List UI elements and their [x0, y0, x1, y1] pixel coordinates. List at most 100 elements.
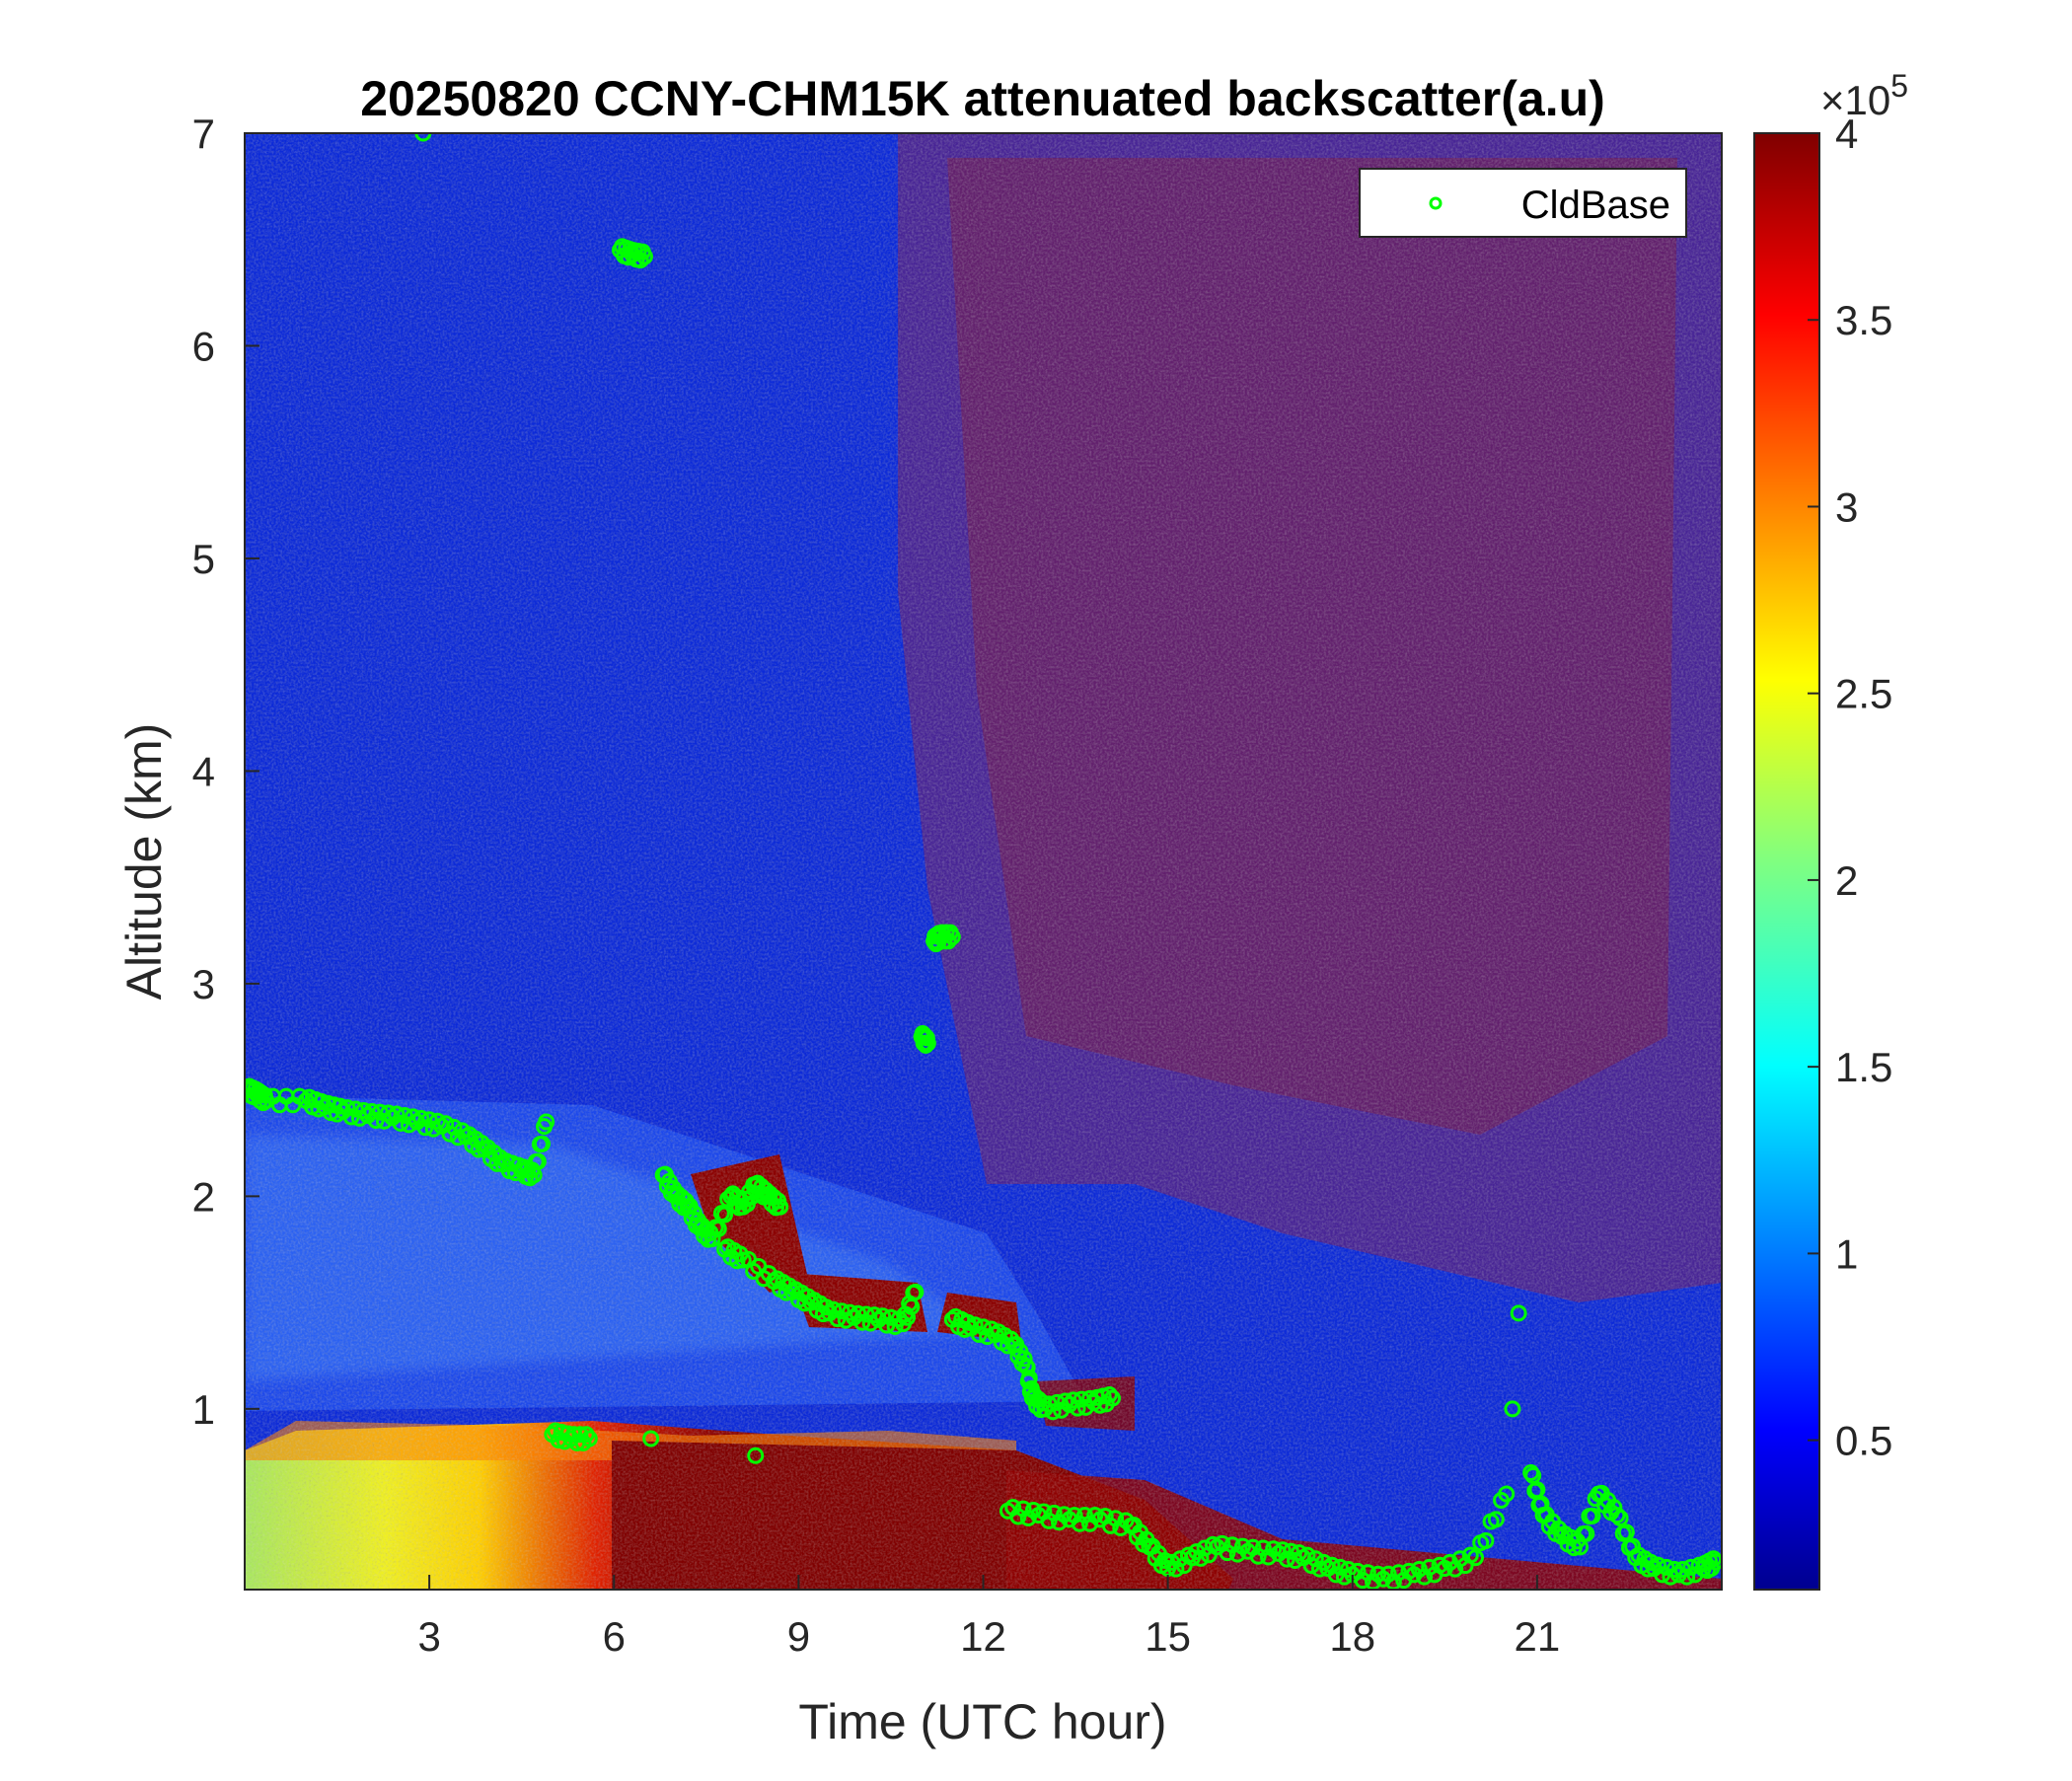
cldbase-marker [1504, 1400, 1521, 1418]
y-axis-label: Altitude (km) [116, 723, 172, 1001]
cldbase-marker [1578, 1524, 1595, 1542]
cldbase-marker [907, 1283, 925, 1300]
colorbar-tick-label: 3 [1835, 483, 1858, 530]
y-tick-label: 7 [192, 111, 215, 157]
cldbase-marker [1274, 1541, 1292, 1559]
cldbase-marker [388, 1105, 406, 1123]
x-axis-ticks: 3 6 9 12 15 18 21 [417, 1575, 1560, 1660]
x-tick-label: 6 [603, 1613, 626, 1660]
cldbase-marker [412, 1109, 430, 1127]
colorbar-exponent: ×105 [1820, 68, 1908, 123]
y-tick-label: 5 [192, 536, 215, 582]
cldbase-marker [1467, 1549, 1484, 1567]
x-tick-label: 12 [960, 1613, 1006, 1660]
cldbase-marker [1075, 1507, 1093, 1524]
cldbase-marker [1617, 1523, 1635, 1541]
cldbase-marker [1477, 1531, 1495, 1549]
y-tick-label: 2 [192, 1173, 215, 1220]
x-tick-label: 9 [787, 1613, 810, 1660]
cldbase-marker [1323, 1556, 1341, 1574]
cldbase-marker [1156, 1552, 1174, 1570]
cldbase-marker [1081, 1515, 1099, 1532]
cldbase-marker [917, 1036, 934, 1054]
cldbase-marker [709, 1220, 727, 1237]
cldbase-marker [975, 1318, 992, 1336]
cldbase-marker [437, 1115, 455, 1133]
cldbase-marker [565, 1426, 583, 1444]
cldbase-marker [874, 1307, 892, 1325]
cldbase-marker [1167, 1560, 1185, 1578]
legend-box [1359, 168, 1687, 238]
cldbase-marker [966, 1316, 984, 1334]
cldbase-marker [363, 1103, 381, 1121]
legend: CldBase [1359, 168, 1687, 238]
cldbase-marker [1678, 1568, 1696, 1586]
cldbase-marker [1658, 1558, 1675, 1576]
cldbase-marker [1015, 1350, 1033, 1368]
cldbase-marker [1611, 1509, 1629, 1526]
cldbase-marker [1069, 1399, 1086, 1417]
cldbase-marker [1066, 1507, 1083, 1524]
cldbase-marker [635, 248, 653, 265]
colorbar-exponent-base: ×10 [1820, 77, 1890, 123]
x-tick-label: 21 [1515, 1613, 1561, 1660]
cldbase-marker [1608, 1507, 1626, 1524]
colorbar-tick-label: 1 [1835, 1230, 1858, 1277]
y-axis-ticks: 1 2 3 4 5 6 7 [192, 111, 259, 1433]
cldbase-marker [1192, 1549, 1210, 1567]
y-tick-label: 6 [192, 323, 215, 369]
x-tick-label: 15 [1145, 1613, 1191, 1660]
colorbar-tick-label: 0.5 [1835, 1418, 1892, 1464]
cldbase-marker [853, 1313, 871, 1331]
cldbase-marker [529, 1152, 547, 1170]
colorbar-ticks: 0.5 1 1.5 2 2.5 3 3.5 4 [1808, 111, 1892, 1464]
backscatter-heatmap [245, 133, 1722, 1590]
cldbase-marker [1065, 1391, 1082, 1409]
cldbase-marker [1044, 1403, 1062, 1421]
cldbase-marker [580, 1430, 598, 1447]
y-tick-label: 1 [192, 1386, 215, 1433]
cldbase-marker [1306, 1550, 1324, 1568]
legend-marker-cldbase [1429, 196, 1443, 210]
cldbase-marker [538, 1113, 555, 1131]
cldbase-marker [1584, 1507, 1601, 1524]
cldbase-marker [1707, 1553, 1722, 1571]
cldbase-marker [772, 1198, 789, 1216]
cldbase-marker [367, 1112, 385, 1130]
x-axis-label: Time (UTC hour) [798, 1694, 1166, 1749]
cldbase-marker [716, 1206, 734, 1224]
cldbase-marker [533, 1135, 551, 1152]
colorbar-tick-label: 3.5 [1835, 297, 1892, 343]
cldbase-marker [571, 1426, 589, 1444]
cldbase-marker [1100, 1385, 1118, 1403]
cldbase-marker [1487, 1511, 1505, 1528]
cldbase-marker [1103, 1389, 1121, 1407]
cldbase-marker [943, 928, 961, 945]
cldbase-marker [631, 252, 649, 269]
cldbase-marker [1510, 1304, 1527, 1322]
cldbase-marker [861, 1314, 879, 1332]
cldbase-marker [1298, 1546, 1316, 1564]
cldbase-marker [747, 1447, 765, 1464]
cldbase-marker [1057, 1392, 1074, 1410]
cldbase-marker [380, 1104, 398, 1122]
x-tick-label: 18 [1329, 1613, 1375, 1660]
cldbase-marker [445, 1118, 463, 1136]
cloud-base-markers [245, 133, 1722, 1590]
cldbase-marker [1071, 1515, 1088, 1532]
cldbase-marker [1331, 1558, 1349, 1576]
cldbase-marker [919, 1034, 936, 1052]
cldbase-marker [1650, 1556, 1667, 1574]
cldbase-marker [865, 1306, 883, 1324]
colorbar-tick-label: 2 [1835, 857, 1858, 904]
cldbase-marker [939, 932, 957, 950]
cldbase-marker [414, 133, 432, 142]
colorbar-exponent-power: 5 [1890, 68, 1908, 104]
cldbase-marker [375, 1112, 393, 1130]
cldbase-marker [642, 1430, 660, 1447]
y-tick-label: 3 [192, 961, 215, 1007]
cldbase-marker [338, 1099, 356, 1117]
colorbar-tick-label: 2.5 [1835, 671, 1892, 717]
x-tick-label: 3 [417, 1613, 440, 1660]
